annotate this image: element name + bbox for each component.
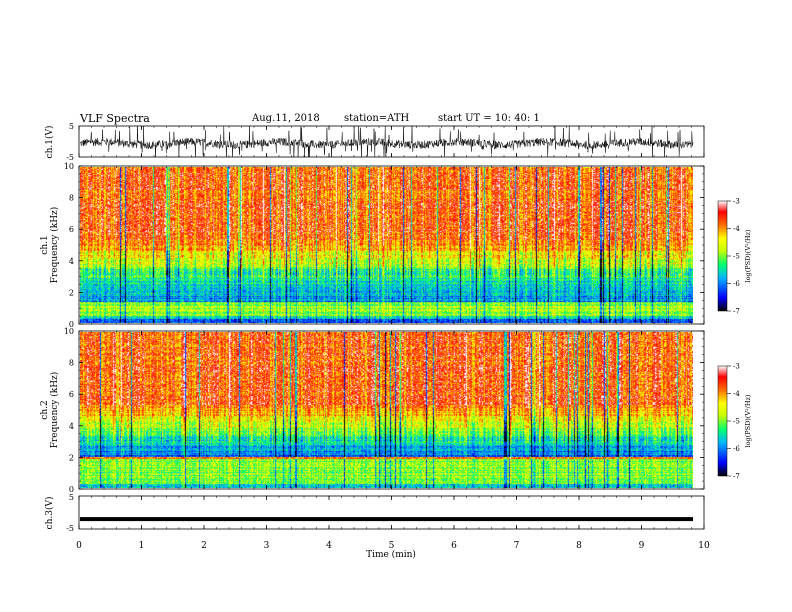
ch1-spectrogram-ylabel-1: ch.1 — [40, 235, 50, 254]
colorbar-tick-label: -5 — [733, 253, 740, 261]
ch2-spectrogram-ylabel-2: Frequency (kHz) — [49, 372, 60, 449]
time-tick-label: 9 — [639, 541, 645, 551]
ch2-colorbar: -3 -4 -5 -6 -7 log(PSD)(V²/Hz) — [717, 363, 752, 481]
ch3-waveform-frame — [78, 495, 705, 530]
time-tick-label: 6 — [451, 541, 457, 551]
colorbar-tick-label: -7 — [733, 473, 740, 481]
ch1-spectrogram-panel: 0 2 4 6 8 10 ch.1 Frequency (kHz) — [40, 162, 705, 329]
ch2-spectrogram-ylabel-1: ch.2 — [40, 400, 50, 419]
colorbar-tick-label: -4 — [733, 390, 740, 398]
colorbar-tick-label: -7 — [733, 308, 740, 316]
ch1-spectrogram-ylabel-2: Frequency (kHz) — [49, 207, 60, 284]
frequency-tick-label: 0 — [69, 485, 74, 494]
time-axis-label: Time (min) — [366, 549, 416, 560]
time-tick-label: 1 — [139, 541, 145, 551]
ch3-ytick-5: 5 — [69, 493, 74, 502]
colorbar-tick-label: -3 — [733, 363, 740, 371]
frequency-tick-label: 4 — [69, 257, 74, 266]
ch1-waveform-ylabel: ch.1(V) — [44, 126, 55, 159]
frequency-tick-label: 2 — [69, 453, 74, 462]
time-tick-label: 0 — [76, 541, 82, 551]
colorbar-tick-label: -4 — [733, 225, 740, 233]
frequency-tick-label: 2 — [69, 288, 74, 297]
ch1-colorbar: -3 -4 -5 -6 -7 log(PSD)(V²/Hz) — [717, 198, 752, 316]
colorbar-tick-label: -5 — [733, 418, 740, 426]
colorbar-tick-label: -6 — [733, 280, 740, 288]
ch1-waveform-panel: 5 -5 ch.1(V) — [44, 122, 705, 162]
frequency-tick-label: 4 — [69, 422, 74, 431]
time-tick-label: 4 — [326, 541, 332, 551]
ch1-ytick-5: 5 — [69, 122, 74, 131]
ch1-colorbar-label: log(PSD)(V²/Hz) — [744, 229, 752, 282]
ch1-colorbar-gradient — [717, 200, 728, 312]
ch2-colorbar-gradient — [717, 365, 728, 477]
frequency-tick-label: 10 — [64, 162, 74, 171]
frequency-tick-label: 6 — [69, 225, 74, 234]
ch3-ytick-neg5: -5 — [66, 524, 74, 533]
date-label: Aug.11, 2018 — [252, 113, 320, 124]
ch2-spectrogram-image — [80, 332, 693, 488]
ch1-waveform-series — [79, 125, 694, 158]
frequency-tick-label: 6 — [69, 390, 74, 399]
frequency-tick-label: 10 — [64, 327, 74, 336]
figure-title: VLF Spectra — [80, 112, 150, 125]
frequency-tick-label: 0 — [69, 320, 74, 329]
colorbar-tick-label: -3 — [733, 198, 740, 206]
time-axis: 0 1 2 3 4 5 6 7 8 9 10 — [76, 126, 710, 551]
station-label: station=ATH — [344, 113, 410, 124]
ch3-waveform-ylabel: ch.3(V) — [44, 497, 55, 530]
ch2-colorbar-label: log(PSD)(V²/Hz) — [744, 394, 752, 447]
ch2-spectrogram-panel: 0 2 4 6 8 10 ch.2 Frequency (kHz) — [40, 327, 705, 494]
time-tick-label: 8 — [576, 541, 582, 551]
ch3-waveform-series — [80, 517, 693, 522]
time-tick-label: 3 — [264, 541, 270, 551]
frequency-tick-label: 8 — [69, 194, 74, 203]
time-tick-label: 7 — [514, 541, 520, 551]
time-tick-label: 5 — [389, 541, 395, 551]
ch1-spectrogram-image — [80, 167, 693, 323]
ch1-ytick-neg5: -5 — [66, 153, 74, 162]
ch3-waveform-panel: 5 -5 ch.3(V) — [44, 493, 705, 533]
start-ut-label: start UT = 10: 40: 1 — [438, 113, 540, 124]
frequency-tick-label: 8 — [69, 359, 74, 368]
time-tick-label: 2 — [201, 541, 207, 551]
time-tick-label: 10 — [698, 541, 710, 551]
colorbar-tick-label: -6 — [733, 445, 740, 453]
